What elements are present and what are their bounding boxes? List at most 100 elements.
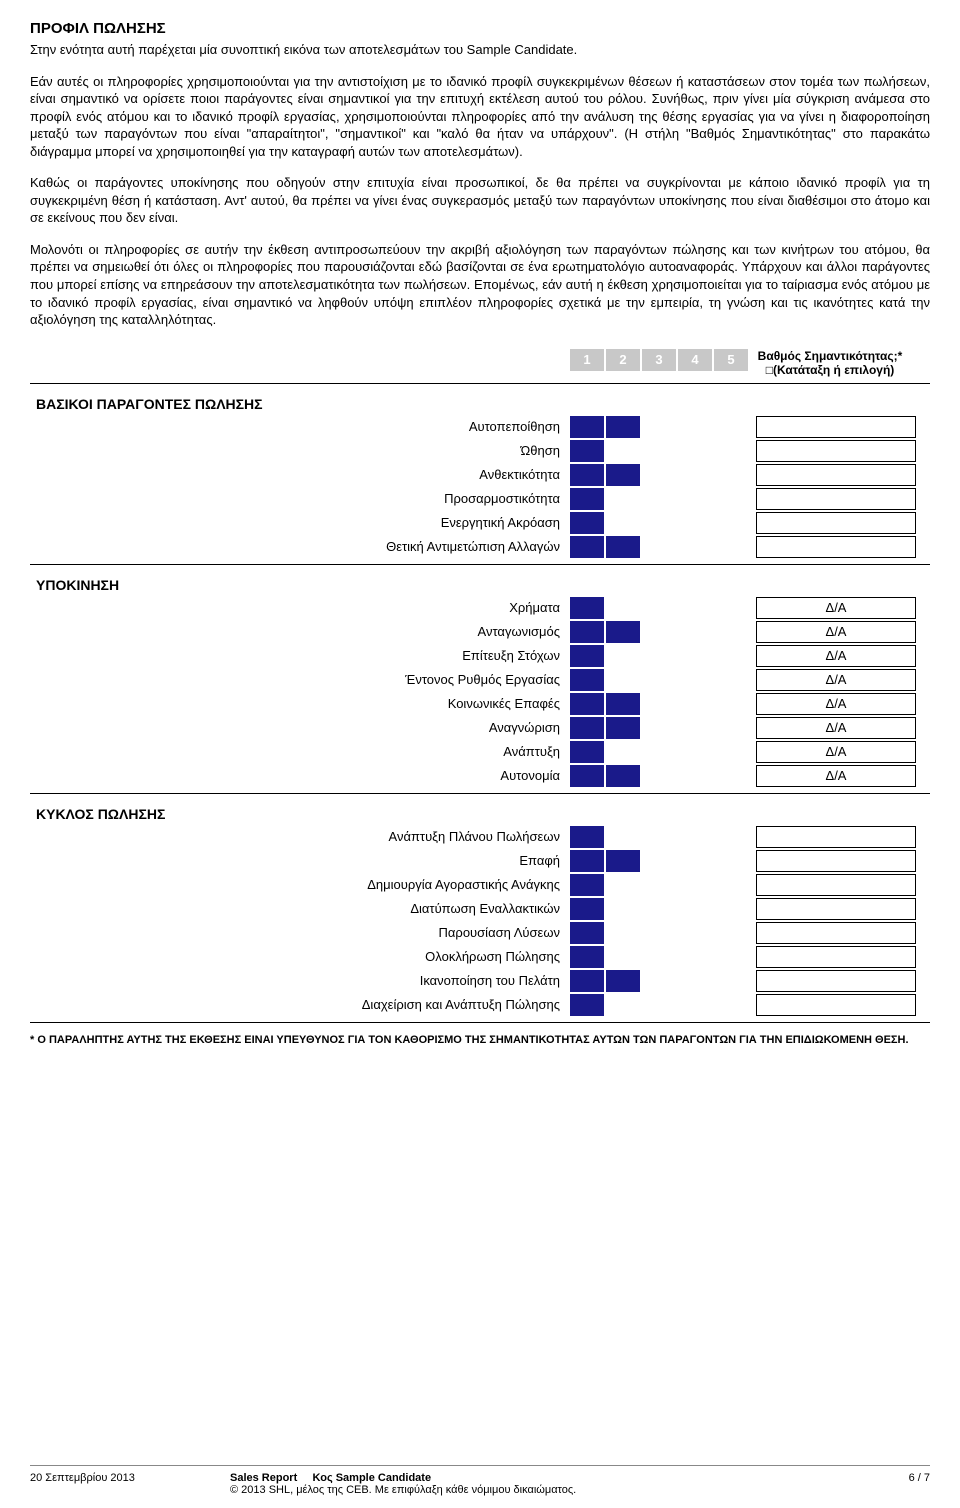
importance-cell[interactable] bbox=[756, 898, 916, 920]
bar-segment bbox=[642, 440, 676, 462]
bar-segment bbox=[678, 874, 712, 896]
bar-segment bbox=[606, 826, 640, 848]
importance-cell[interactable] bbox=[756, 850, 916, 872]
bar-track bbox=[570, 874, 750, 896]
bar-segment bbox=[642, 464, 676, 486]
bar-track bbox=[570, 416, 750, 438]
importance-cell[interactable]: Δ/Α bbox=[756, 717, 916, 739]
importance-cell[interactable] bbox=[756, 464, 916, 486]
bar-segment bbox=[570, 850, 604, 872]
bar-segment bbox=[606, 717, 640, 739]
footer-candidate-prefix: Κος bbox=[313, 1472, 336, 1484]
bar-track bbox=[570, 994, 750, 1016]
bar-segment bbox=[570, 669, 604, 691]
bar-segment bbox=[714, 765, 748, 787]
bar-segment bbox=[642, 645, 676, 667]
scale-3: 3 bbox=[642, 349, 676, 371]
importance-cell[interactable] bbox=[756, 970, 916, 992]
importance-cell[interactable]: Δ/Α bbox=[756, 693, 916, 715]
chart-row: Κοινωνικές ΕπαφέςΔ/Α bbox=[30, 693, 930, 715]
importance-cell[interactable] bbox=[756, 440, 916, 462]
bar-track bbox=[570, 970, 750, 992]
bar-segment bbox=[606, 669, 640, 691]
bar-segment bbox=[570, 970, 604, 992]
bar-segment bbox=[606, 536, 640, 558]
importance-cell[interactable]: Δ/Α bbox=[756, 645, 916, 667]
footnote: * Ο ΠΑΡΑΛΗΠΤΗΣ ΑΥΤΗΣ ΤΗΣ ΕΚΘΕΣΗΣ ΕΙΝΑΙ Υ… bbox=[30, 1033, 930, 1047]
importance-cell[interactable] bbox=[756, 512, 916, 534]
bar-track bbox=[570, 741, 750, 763]
bar-track bbox=[570, 488, 750, 510]
bar-track bbox=[570, 464, 750, 486]
importance-cell[interactable]: Δ/Α bbox=[756, 597, 916, 619]
footer-date: 20 Σεπτεμβρίου 2013 bbox=[30, 1472, 230, 1496]
importance-cell[interactable]: Δ/Α bbox=[756, 741, 916, 763]
row-label: Ανθεκτικότητα bbox=[30, 464, 570, 486]
importance-cell[interactable] bbox=[756, 946, 916, 968]
bar-segment bbox=[678, 440, 712, 462]
chart-row: Ενεργητική Ακρόαση bbox=[30, 512, 930, 534]
row-label: Αναγνώριση bbox=[30, 717, 570, 739]
bar-segment bbox=[606, 765, 640, 787]
bar-segment bbox=[570, 512, 604, 534]
bar-segment bbox=[678, 946, 712, 968]
bar-segment bbox=[678, 922, 712, 944]
importance-cell[interactable] bbox=[756, 826, 916, 848]
importance-cell[interactable] bbox=[756, 874, 916, 896]
chart-row: Ολοκλήρωση Πώλησης bbox=[30, 946, 930, 968]
bar-segment bbox=[642, 669, 676, 691]
bar-segment bbox=[570, 645, 604, 667]
intro-para-3: Μολονότι οι πληροφορίες σε αυτήν την έκθ… bbox=[30, 241, 930, 329]
bar-track bbox=[570, 922, 750, 944]
section-label: ΥΠΟΚΙΝΗΣΗ bbox=[30, 569, 930, 597]
bar-segment bbox=[678, 512, 712, 534]
bar-segment bbox=[642, 970, 676, 992]
intro-para-2: Καθώς οι παράγοντες υποκίνησης που οδηγο… bbox=[30, 174, 930, 227]
row-label: Επίτευξη Στόχων bbox=[30, 645, 570, 667]
bar-segment bbox=[714, 464, 748, 486]
bar-track bbox=[570, 645, 750, 667]
bar-segment bbox=[714, 669, 748, 691]
bar-segment bbox=[570, 741, 604, 763]
bar-segment bbox=[714, 440, 748, 462]
bar-segment bbox=[642, 922, 676, 944]
importance-cell[interactable] bbox=[756, 536, 916, 558]
bar-segment bbox=[606, 645, 640, 667]
chart-row: Παρουσίαση Λύσεων bbox=[30, 922, 930, 944]
bar-segment bbox=[714, 874, 748, 896]
row-label: Δημιουργία Αγοραστικής Ανάγκης bbox=[30, 874, 570, 896]
bar-segment bbox=[714, 536, 748, 558]
bar-segment bbox=[606, 898, 640, 920]
importance-cell[interactable]: Δ/Α bbox=[756, 669, 916, 691]
chart-row: ΑυτονομίαΔ/Α bbox=[30, 765, 930, 787]
bar-segment bbox=[570, 536, 604, 558]
bar-segment bbox=[678, 765, 712, 787]
bar-segment bbox=[606, 488, 640, 510]
bar-segment bbox=[642, 898, 676, 920]
chart-row: Διαχείριση και Ανάπτυξη Πώλησης bbox=[30, 994, 930, 1016]
scale-2: 2 bbox=[606, 349, 640, 371]
chart-row: ΧρήματαΔ/Α bbox=[30, 597, 930, 619]
row-label: Έντονος Ρυθμός Εργασίας bbox=[30, 669, 570, 691]
chart-row: Θετική Αντιμετώπιση Αλλαγών bbox=[30, 536, 930, 558]
importance-cell[interactable] bbox=[756, 994, 916, 1016]
chart-row: Αναγνώριση Δ/Α bbox=[30, 717, 930, 739]
bar-segment bbox=[570, 416, 604, 438]
chart-row: Ανάπτυξη Δ/Α bbox=[30, 741, 930, 763]
chart-row: Ανθεκτικότητα bbox=[30, 464, 930, 486]
importance-cell[interactable] bbox=[756, 416, 916, 438]
importance-cell[interactable]: Δ/Α bbox=[756, 765, 916, 787]
bar-track bbox=[570, 946, 750, 968]
bar-track bbox=[570, 597, 750, 619]
section-divider bbox=[30, 383, 930, 384]
row-label: Ικανοποίηση του Πελάτη bbox=[30, 970, 570, 992]
importance-cell[interactable] bbox=[756, 922, 916, 944]
bar-segment bbox=[642, 512, 676, 534]
bar-segment bbox=[570, 898, 604, 920]
row-label: Ανάπτυξη bbox=[30, 741, 570, 763]
bar-segment bbox=[678, 416, 712, 438]
bar-segment bbox=[642, 765, 676, 787]
importance-cell[interactable]: Δ/Α bbox=[756, 621, 916, 643]
section-label: ΒΑΣΙΚΟΙ ΠΑΡΑΓΟΝΤΕΣ ΠΩΛΗΣΗΣ bbox=[30, 388, 930, 416]
importance-cell[interactable] bbox=[756, 488, 916, 510]
